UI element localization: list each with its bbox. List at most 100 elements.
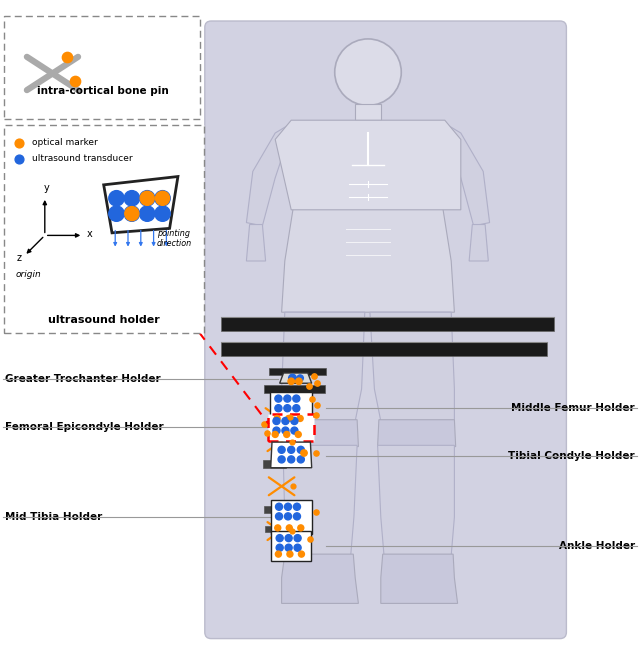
Polygon shape — [370, 312, 454, 421]
FancyBboxPatch shape — [4, 125, 204, 333]
Circle shape — [288, 447, 294, 453]
Circle shape — [291, 427, 298, 434]
Circle shape — [109, 190, 124, 206]
Circle shape — [294, 534, 301, 541]
Circle shape — [293, 395, 300, 402]
Circle shape — [294, 503, 301, 510]
Circle shape — [287, 551, 293, 557]
Circle shape — [140, 206, 155, 221]
Circle shape — [275, 405, 282, 411]
FancyBboxPatch shape — [221, 317, 554, 332]
Point — [285, 412, 295, 423]
FancyBboxPatch shape — [264, 460, 285, 468]
Circle shape — [273, 427, 280, 434]
Point — [61, 52, 72, 62]
Circle shape — [276, 513, 283, 520]
Text: y: y — [44, 183, 49, 193]
Point — [287, 437, 297, 447]
Circle shape — [272, 432, 278, 437]
FancyBboxPatch shape — [265, 526, 289, 532]
Point — [259, 419, 269, 430]
Circle shape — [294, 513, 301, 520]
Point — [310, 507, 321, 517]
Polygon shape — [381, 554, 458, 603]
Circle shape — [289, 374, 296, 382]
Point — [262, 427, 272, 437]
Circle shape — [140, 191, 154, 205]
Point — [14, 153, 24, 164]
Circle shape — [284, 405, 291, 411]
Circle shape — [297, 415, 303, 421]
Text: ultrasound transducer: ultrasound transducer — [32, 154, 132, 163]
Circle shape — [298, 551, 305, 557]
Text: origin: origin — [16, 270, 42, 279]
Circle shape — [285, 513, 292, 520]
Polygon shape — [378, 445, 454, 555]
FancyBboxPatch shape — [271, 500, 312, 534]
Text: optical marker: optical marker — [32, 138, 98, 147]
Circle shape — [285, 415, 292, 421]
Circle shape — [273, 417, 280, 424]
Text: ultrasound holder: ultrasound holder — [48, 315, 160, 325]
Circle shape — [282, 427, 289, 434]
Circle shape — [276, 544, 284, 551]
Circle shape — [124, 206, 140, 221]
Circle shape — [295, 432, 301, 437]
Polygon shape — [246, 224, 266, 261]
FancyBboxPatch shape — [264, 506, 290, 512]
FancyBboxPatch shape — [268, 414, 314, 441]
Polygon shape — [271, 442, 312, 468]
Circle shape — [278, 456, 285, 463]
Circle shape — [156, 191, 170, 205]
Text: Tibial Condyle Holder: Tibial Condyle Holder — [508, 451, 635, 462]
Circle shape — [294, 544, 301, 551]
Text: pointing
direction: pointing direction — [157, 229, 192, 248]
FancyBboxPatch shape — [270, 391, 312, 425]
Point — [307, 393, 317, 404]
Circle shape — [285, 544, 292, 551]
Circle shape — [297, 447, 304, 453]
Circle shape — [109, 206, 124, 221]
Polygon shape — [280, 420, 358, 447]
Point — [288, 481, 298, 491]
Circle shape — [288, 378, 294, 385]
Circle shape — [155, 206, 170, 221]
Polygon shape — [275, 120, 461, 210]
Circle shape — [297, 375, 303, 382]
Circle shape — [275, 395, 282, 402]
Point — [70, 76, 80, 86]
Text: intra-cortical bone pin: intra-cortical bone pin — [36, 86, 168, 96]
Circle shape — [298, 525, 304, 531]
Point — [310, 448, 321, 458]
Circle shape — [293, 405, 300, 411]
Polygon shape — [355, 104, 381, 120]
Circle shape — [275, 551, 282, 557]
Circle shape — [276, 534, 284, 541]
Polygon shape — [282, 209, 454, 312]
Circle shape — [285, 534, 292, 541]
Text: x: x — [87, 229, 93, 239]
Circle shape — [282, 417, 289, 424]
Circle shape — [288, 456, 294, 463]
Polygon shape — [378, 420, 456, 447]
FancyBboxPatch shape — [271, 531, 311, 560]
Circle shape — [296, 378, 302, 385]
Polygon shape — [246, 124, 291, 226]
Circle shape — [275, 525, 281, 531]
Point — [310, 410, 321, 420]
Text: Middle Femur Holder: Middle Femur Holder — [511, 403, 635, 413]
FancyBboxPatch shape — [205, 21, 566, 638]
Circle shape — [284, 395, 291, 402]
Point — [312, 400, 322, 410]
Polygon shape — [445, 124, 490, 226]
Polygon shape — [282, 554, 358, 603]
FancyBboxPatch shape — [264, 385, 325, 393]
Point — [308, 371, 319, 382]
Circle shape — [286, 525, 292, 531]
FancyBboxPatch shape — [269, 368, 326, 375]
Point — [312, 378, 322, 388]
FancyBboxPatch shape — [221, 342, 547, 356]
Circle shape — [301, 450, 307, 456]
Circle shape — [124, 190, 140, 206]
Polygon shape — [282, 312, 365, 421]
